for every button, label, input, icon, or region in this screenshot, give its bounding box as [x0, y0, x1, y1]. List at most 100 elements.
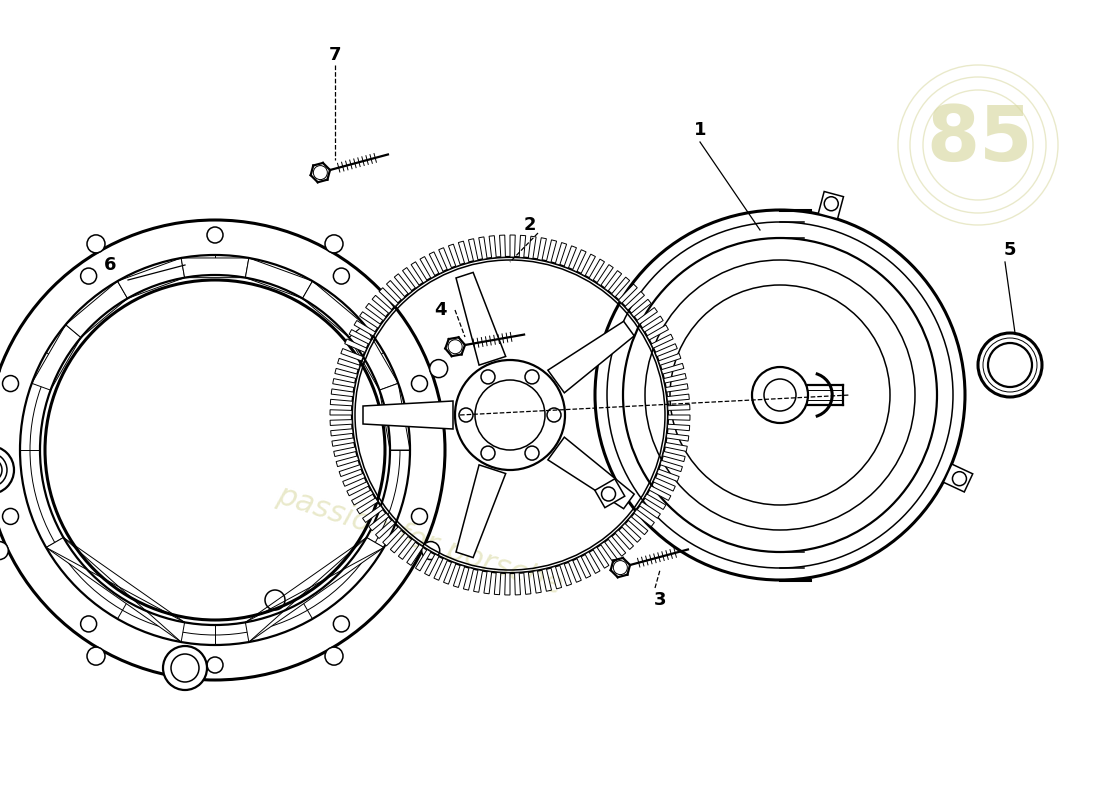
- Polygon shape: [456, 465, 506, 558]
- Polygon shape: [631, 299, 651, 317]
- Polygon shape: [656, 344, 678, 357]
- Polygon shape: [443, 562, 456, 584]
- Polygon shape: [383, 526, 402, 546]
- Polygon shape: [595, 479, 625, 508]
- Polygon shape: [245, 538, 384, 642]
- Polygon shape: [453, 565, 464, 587]
- Polygon shape: [302, 281, 364, 338]
- Polygon shape: [490, 236, 496, 258]
- Polygon shape: [560, 563, 572, 586]
- Polygon shape: [334, 369, 358, 378]
- Polygon shape: [637, 307, 658, 324]
- Polygon shape: [499, 235, 505, 258]
- Text: 4: 4: [433, 301, 447, 319]
- Polygon shape: [433, 558, 448, 580]
- Polygon shape: [118, 258, 185, 298]
- Polygon shape: [573, 250, 586, 272]
- Polygon shape: [576, 556, 591, 578]
- Polygon shape: [548, 437, 635, 509]
- Polygon shape: [615, 530, 634, 550]
- Polygon shape: [597, 265, 613, 286]
- Polygon shape: [667, 434, 689, 441]
- Polygon shape: [664, 442, 688, 451]
- Polygon shape: [245, 258, 312, 298]
- Polygon shape: [66, 281, 128, 338]
- Circle shape: [430, 359, 448, 378]
- Polygon shape: [660, 460, 682, 472]
- Polygon shape: [538, 238, 547, 260]
- Polygon shape: [346, 482, 368, 496]
- Polygon shape: [182, 258, 249, 278]
- Polygon shape: [339, 465, 362, 477]
- Polygon shape: [456, 273, 506, 365]
- Circle shape: [324, 235, 343, 253]
- Polygon shape: [425, 554, 439, 576]
- Circle shape: [0, 458, 2, 482]
- Polygon shape: [333, 447, 356, 457]
- Polygon shape: [390, 533, 408, 553]
- Polygon shape: [653, 478, 675, 491]
- Polygon shape: [379, 383, 410, 450]
- Text: 7: 7: [329, 46, 341, 64]
- Circle shape: [324, 647, 343, 665]
- Circle shape: [170, 654, 199, 682]
- Polygon shape: [639, 502, 660, 518]
- Polygon shape: [668, 415, 690, 420]
- Polygon shape: [647, 325, 669, 340]
- Text: 2: 2: [524, 216, 537, 234]
- Polygon shape: [548, 322, 635, 393]
- Polygon shape: [375, 520, 395, 538]
- Polygon shape: [330, 410, 352, 415]
- Polygon shape: [372, 295, 392, 314]
- Polygon shape: [331, 389, 354, 397]
- Polygon shape: [332, 378, 355, 387]
- Polygon shape: [363, 506, 383, 522]
- Polygon shape: [666, 384, 689, 392]
- Polygon shape: [651, 334, 673, 348]
- Polygon shape: [439, 248, 452, 270]
- Polygon shape: [416, 550, 431, 571]
- Polygon shape: [407, 545, 424, 566]
- Polygon shape: [354, 321, 375, 336]
- Polygon shape: [642, 316, 663, 332]
- Polygon shape: [463, 568, 474, 590]
- Polygon shape: [663, 374, 686, 383]
- Polygon shape: [360, 312, 381, 328]
- Circle shape: [87, 235, 104, 253]
- Polygon shape: [459, 241, 469, 264]
- Polygon shape: [532, 570, 541, 593]
- Polygon shape: [585, 552, 600, 574]
- Circle shape: [0, 453, 7, 487]
- Polygon shape: [478, 237, 487, 259]
- Polygon shape: [542, 569, 551, 591]
- Polygon shape: [556, 242, 566, 265]
- Polygon shape: [645, 494, 665, 510]
- Polygon shape: [818, 191, 844, 219]
- Polygon shape: [569, 560, 581, 582]
- Polygon shape: [352, 490, 373, 505]
- Polygon shape: [356, 498, 378, 514]
- Polygon shape: [349, 330, 371, 344]
- Polygon shape: [505, 573, 510, 595]
- Polygon shape: [403, 267, 419, 288]
- Polygon shape: [547, 240, 557, 262]
- Polygon shape: [331, 429, 353, 436]
- Polygon shape: [668, 424, 690, 430]
- Text: 5: 5: [1003, 241, 1016, 259]
- Polygon shape: [338, 358, 360, 370]
- Text: 6: 6: [103, 256, 117, 274]
- Polygon shape: [510, 235, 515, 257]
- Polygon shape: [612, 277, 629, 297]
- Polygon shape: [330, 419, 352, 426]
- Polygon shape: [601, 542, 617, 562]
- Polygon shape: [668, 405, 690, 410]
- Polygon shape: [551, 566, 562, 589]
- Polygon shape: [330, 399, 353, 406]
- Polygon shape: [469, 238, 478, 262]
- Polygon shape: [944, 464, 972, 492]
- Polygon shape: [667, 394, 690, 402]
- Text: passion for porsche: passion for porsche: [273, 480, 566, 600]
- Text: 3: 3: [653, 591, 667, 609]
- Circle shape: [0, 446, 14, 494]
- Polygon shape: [344, 339, 366, 353]
